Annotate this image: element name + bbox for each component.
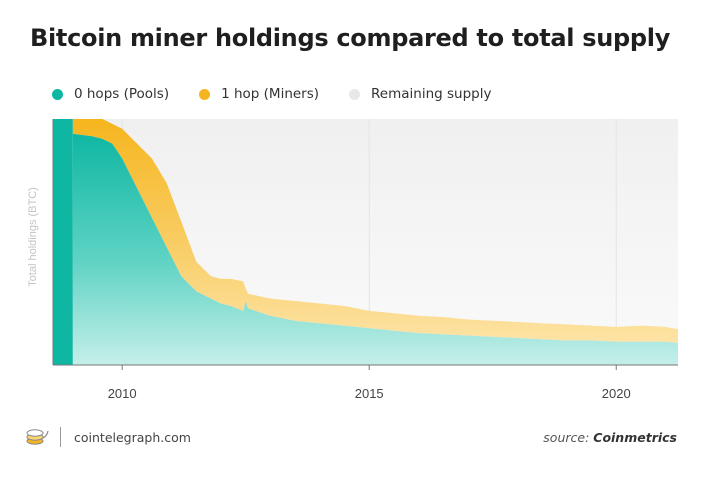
x-tick-label-2020: 2020 [602, 386, 631, 401]
x-axis-ticks: 2010 2015 2020 [108, 365, 631, 401]
footer-separator [60, 427, 61, 447]
legend-item-miners: 1 hop (Miners) [199, 86, 319, 102]
legend-label-pools: 0 hops (Pools) [74, 86, 170, 102]
cointelegraph-logo-icon [26, 426, 50, 452]
source-prefix: source: [543, 430, 594, 445]
chart-title: Bitcoin miner holdings compared to total… [30, 24, 671, 52]
chart-area: 2010 2015 2020 Total holdings (BTC) [27, 119, 679, 401]
y-axis-label: Total holdings (BTC) [27, 187, 39, 287]
source-name: Coinmetrics [593, 430, 677, 445]
series-area-edge [53, 119, 73, 365]
legend-swatch-remaining [349, 88, 361, 100]
legend-swatch-pools [52, 88, 63, 100]
series-layer [53, 119, 679, 365]
legend-item-remaining: Remaining supply [349, 86, 491, 102]
legend-item-pools: 0 hops (Pools) [52, 86, 169, 102]
legend-swatch-miners [199, 88, 211, 100]
legend-label-miners: 1 hop (Miners) [221, 86, 320, 102]
x-tick-label-2010: 2010 [108, 386, 137, 401]
chart-legend: 0 hops (Pools) 1 hop (Miners) Remaining … [52, 86, 521, 102]
footer-source: source: Coinmetrics [543, 430, 677, 445]
footer-site-link[interactable]: cointelegraph.com [74, 430, 191, 445]
series-area-0-hops-pools [72, 133, 679, 365]
series-area-1-hop-miners [72, 119, 679, 343]
legend-label-remaining: Remaining supply [371, 86, 492, 102]
x-tick-label-2015: 2015 [355, 386, 384, 401]
